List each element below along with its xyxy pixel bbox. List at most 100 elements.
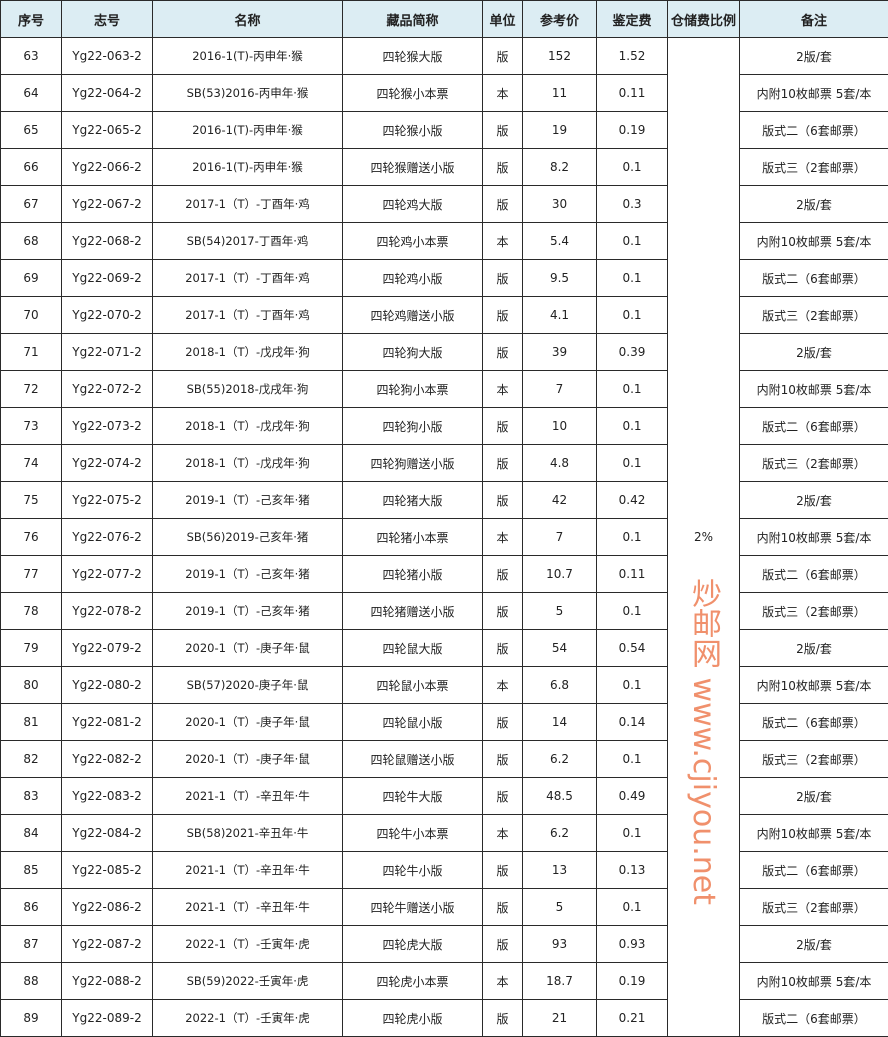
seq-cell: 75 [0, 481, 62, 519]
short-name-cell: 四轮鼠小版 [342, 703, 483, 741]
seq-cell: 71 [0, 333, 62, 371]
appraisal-fee-cell: 0.54 [596, 629, 668, 667]
remark-cell: 2版/套 [739, 185, 888, 223]
table-row: 83 Yg22-083-2 2021-1（T）-辛丑年·牛 四轮牛大版版 48.5 0.4… [0, 777, 888, 815]
seq-cell: 80 [0, 666, 62, 704]
remark-cell: 内附10枚邮票 5套/本 [739, 518, 888, 556]
seq-cell: 89 [0, 999, 62, 1037]
table-row: 86 Yg22-086-2 2021-1（T）-辛丑年·牛 四轮牛赠送小版版 5 0.1 版… [0, 888, 888, 926]
name-cell: SB(55)2018-戊戌年·狗 [152, 370, 343, 408]
short-name-cell: 四轮虎大版 [342, 925, 483, 963]
table-row: 74 Yg22-074-2 2018-1（T）-戊戌年·狗 四轮狗赠送小版版 4.8 0.… [0, 444, 888, 482]
name-cell: 2019-1（T）-己亥年·猪 [152, 481, 343, 519]
remark-cell: 版式三（2套邮票） [739, 740, 888, 778]
short-name-cell: 四轮狗赠送小版 [342, 444, 483, 482]
appraisal-fee-cell: 0.11 [596, 555, 668, 593]
unit-cell: 版 [482, 777, 523, 815]
appraisal-fee-cell: 0.1 [596, 518, 668, 556]
code-cell: Yg22-075-2 [61, 481, 153, 519]
code-cell: Yg22-086-2 [61, 888, 153, 926]
ref-price-cell: 7 [522, 518, 597, 556]
table-row: 87 Yg22-087-2 2022-1（T）-壬寅年·虎 四轮虎大版版 93 0.93 2… [0, 925, 888, 963]
appraisal-fee-cell: 0.49 [596, 777, 668, 815]
remark-cell: 版式三（2套邮票） [739, 592, 888, 630]
code-cell: Yg22-071-2 [61, 333, 153, 371]
remark-cell: 2版/套 [739, 37, 888, 75]
header-code: 志号 [61, 0, 153, 38]
seq-cell: 82 [0, 740, 62, 778]
unit-cell: 版 [482, 296, 523, 334]
table-row: 75 Yg22-075-2 2019-1（T）-己亥年·猪 四轮猪大版版 42 0.42 2… [0, 481, 888, 519]
unit-cell: 本 [482, 370, 523, 408]
table-row: 80 Yg22-080-2 SB(57)2020-庚子年·鼠 四轮鼠小本票本 6.8 0.… [0, 666, 888, 704]
appraisal-fee-cell: 0.1 [596, 259, 668, 297]
appraisal-fee-cell: 0.1 [596, 370, 668, 408]
seq-cell: 64 [0, 74, 62, 112]
remark-cell: 2版/套 [739, 481, 888, 519]
appraisal-fee-cell: 0.21 [596, 999, 668, 1037]
ref-price-cell: 9.5 [522, 259, 597, 297]
short-name-cell: 四轮鸡小本票 [342, 222, 483, 260]
remark-cell: 版式三（2套邮票） [739, 296, 888, 334]
remark-cell: 内附10枚邮票 5套/本 [739, 370, 888, 408]
code-cell: Yg22-067-2 [61, 185, 153, 223]
name-cell: 2019-1（T）-己亥年·猪 [152, 555, 343, 593]
code-cell: Yg22-076-2 [61, 518, 153, 556]
name-cell: 2021-1（T）-辛丑年·牛 [152, 888, 343, 926]
remark-cell: 2版/套 [739, 629, 888, 667]
appraisal-fee-cell: 0.1 [596, 666, 668, 704]
seq-cell: 65 [0, 111, 62, 149]
ref-price-cell: 30 [522, 185, 597, 223]
ref-price-cell: 5 [522, 888, 597, 926]
appraisal-fee-cell: 0.3 [596, 185, 668, 223]
name-cell: SB(58)2021-辛丑年·牛 [152, 814, 343, 852]
remark-cell: 内附10枚邮票 5套/本 [739, 74, 888, 112]
remark-cell: 版式二（6套邮票） [739, 703, 888, 741]
table-row: 66 Yg22-066-2 2016-1(T)-丙申年·猴 四轮猴赠送小版版 8.2 0.… [0, 148, 888, 186]
table-row: 89 Yg22-089-2 2022-1（T）-壬寅年·虎 四轮虎小版版 21 0.21 版… [0, 999, 888, 1037]
unit-cell: 版 [482, 555, 523, 593]
unit-cell: 版 [482, 444, 523, 482]
table-row: 73 Yg22-073-2 2018-1（T）-戊戌年·狗 四轮狗小版版 10 0.1 版式… [0, 407, 888, 445]
header-storage-ratio: 仓储费比例 [667, 0, 740, 38]
ref-price-cell: 8.2 [522, 148, 597, 186]
name-cell: 2017-1（T）-丁酉年·鸡 [152, 296, 343, 334]
seq-cell: 68 [0, 222, 62, 260]
ref-price-cell: 152 [522, 37, 597, 75]
name-cell: 2016-1(T)-丙申年·猴 [152, 148, 343, 186]
short-name-cell: 四轮猴赠送小版 [342, 148, 483, 186]
name-cell: 2016-1(T)-丙申年·猴 [152, 111, 343, 149]
ref-price-cell: 10.7 [522, 555, 597, 593]
name-cell: 2017-1（T）-丁酉年·鸡 [152, 259, 343, 297]
name-cell: SB(59)2022-壬寅年·虎 [152, 962, 343, 1000]
table-row: 78 Yg22-078-2 2019-1（T）-己亥年·猪 四轮猪赠送小版版 5 0.1 版… [0, 592, 888, 630]
remark-cell: 2版/套 [739, 925, 888, 963]
name-cell: 2018-1（T）-戊戌年·狗 [152, 444, 343, 482]
appraisal-fee-cell: 0.1 [596, 592, 668, 630]
table-row: 70 Yg22-070-2 2017-1（T）-丁酉年·鸡 四轮鸡赠送小版版 4.1 0.… [0, 296, 888, 334]
remark-cell: 版式二（6套邮票） [739, 111, 888, 149]
header-remark: 备注 [739, 0, 888, 38]
name-cell: 2020-1（T）-庚子年·鼠 [152, 740, 343, 778]
short-name-cell: 四轮猴大版 [342, 37, 483, 75]
appraisal-fee-cell: 0.1 [596, 444, 668, 482]
appraisal-fee-cell: 0.19 [596, 111, 668, 149]
short-name-cell: 四轮牛大版 [342, 777, 483, 815]
seq-cell: 70 [0, 296, 62, 334]
table-row: 81 Yg22-081-2 2020-1（T）-庚子年·鼠 四轮鼠小版版 14 0.14 版… [0, 703, 888, 741]
remark-cell: 内附10枚邮票 5套/本 [739, 666, 888, 704]
seq-cell: 76 [0, 518, 62, 556]
seq-cell: 69 [0, 259, 62, 297]
remark-cell: 版式二（6套邮票） [739, 259, 888, 297]
storage-ratio-cell: 2% [667, 37, 740, 1037]
unit-cell: 版 [482, 111, 523, 149]
short-name-cell: 四轮猪大版 [342, 481, 483, 519]
appraisal-fee-cell: 0.13 [596, 851, 668, 889]
table-row: 68 Yg22-068-2 SB(54)2017-丁酉年·鸡 四轮鸡小本票本 5.4 0.… [0, 222, 888, 260]
seq-cell: 72 [0, 370, 62, 408]
unit-cell: 版 [482, 592, 523, 630]
remark-cell: 版式二（6套邮票） [739, 407, 888, 445]
seq-cell: 77 [0, 555, 62, 593]
ref-price-cell: 6.8 [522, 666, 597, 704]
